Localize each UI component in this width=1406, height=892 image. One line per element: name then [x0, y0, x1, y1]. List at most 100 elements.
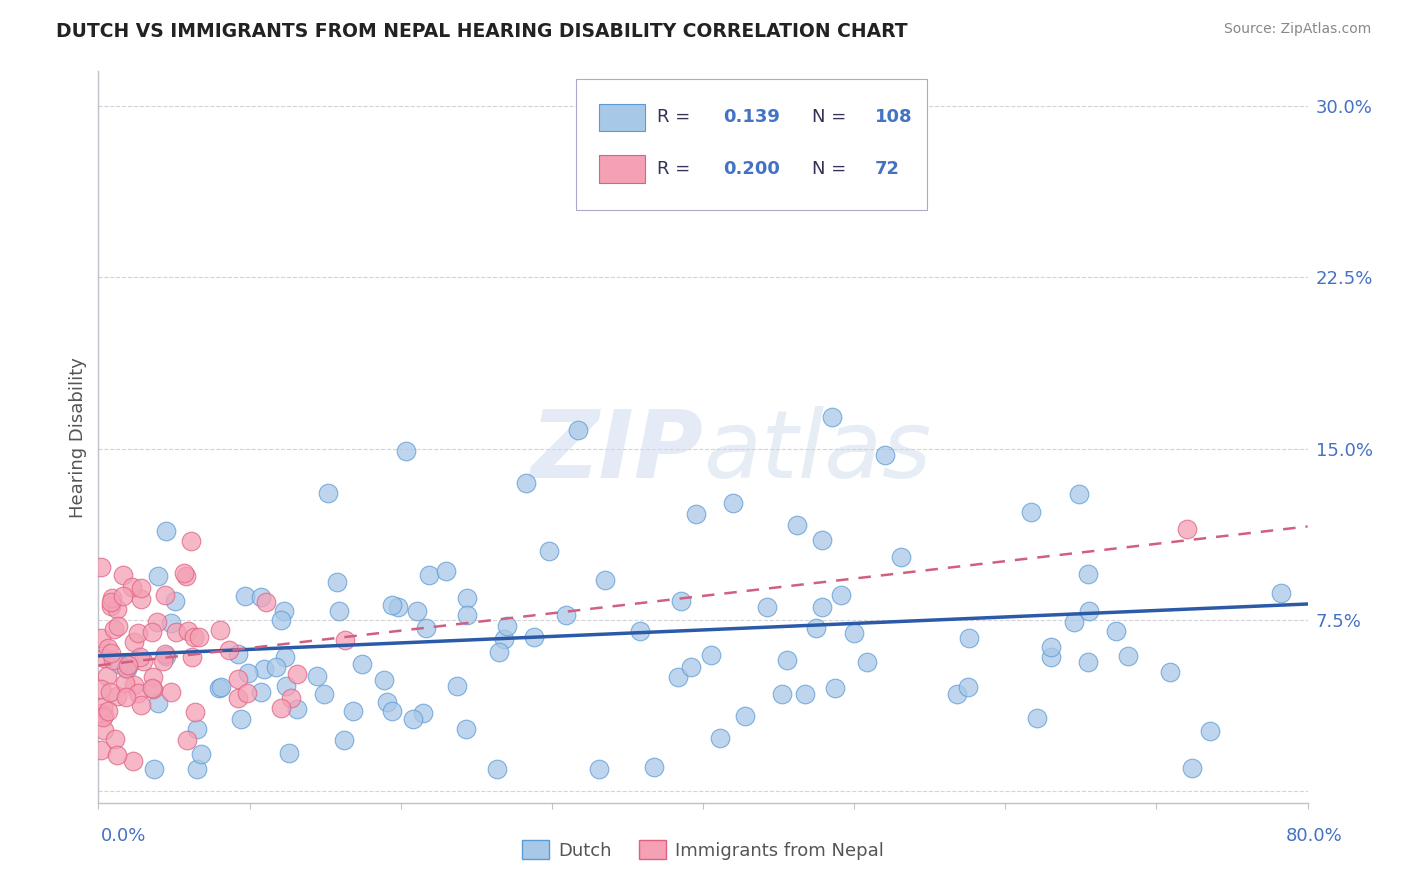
- Point: [335, 633, 357, 648]
- Point: [312, 688, 335, 702]
- Point: [454, 722, 477, 736]
- Point: [148, 696, 170, 710]
- Point: [418, 567, 440, 582]
- Point: [325, 575, 347, 590]
- Point: [153, 647, 176, 661]
- FancyBboxPatch shape: [599, 103, 645, 131]
- Point: [821, 410, 844, 425]
- Point: [679, 659, 702, 673]
- Point: [669, 593, 692, 607]
- Point: [332, 733, 354, 747]
- Point: [278, 746, 301, 760]
- Point: [96, 669, 118, 683]
- Point: [890, 550, 912, 565]
- Text: Source: ZipAtlas.com: Source: ZipAtlas.com: [1223, 22, 1371, 37]
- Point: [226, 648, 249, 662]
- Point: [91, 710, 114, 724]
- Point: [957, 681, 980, 695]
- Point: [188, 631, 211, 645]
- Point: [844, 626, 866, 640]
- Point: [402, 712, 425, 726]
- Point: [700, 648, 723, 662]
- Point: [148, 568, 170, 582]
- Point: [93, 651, 115, 665]
- Point: [249, 684, 271, 698]
- FancyBboxPatch shape: [576, 78, 927, 211]
- Point: [1175, 521, 1198, 535]
- Point: [120, 656, 142, 670]
- Point: [387, 599, 409, 614]
- Text: N =: N =: [811, 109, 846, 127]
- Point: [593, 573, 616, 587]
- Point: [945, 687, 967, 701]
- Point: [115, 690, 138, 705]
- Point: [415, 621, 437, 635]
- Point: [141, 625, 163, 640]
- Point: [236, 665, 259, 680]
- Point: [328, 604, 350, 618]
- Text: DUTCH VS IMMIGRANTS FROM NEPAL HEARING DISABILITY CORRELATION CHART: DUTCH VS IMMIGRANTS FROM NEPAL HEARING D…: [56, 22, 908, 41]
- Point: [280, 691, 302, 706]
- Point: [183, 630, 205, 644]
- Point: [93, 708, 115, 723]
- Text: 80.0%: 80.0%: [1286, 827, 1343, 845]
- Point: [97, 641, 120, 656]
- Point: [1039, 650, 1062, 665]
- Point: [873, 449, 896, 463]
- Point: [381, 599, 404, 613]
- Point: [254, 595, 277, 609]
- Point: [285, 667, 308, 681]
- Point: [1078, 604, 1101, 618]
- Point: [190, 747, 212, 761]
- Point: [90, 743, 112, 757]
- Point: [666, 670, 689, 684]
- Point: [1040, 640, 1063, 655]
- Point: [612, 149, 634, 163]
- Point: [114, 676, 136, 690]
- Point: [856, 655, 879, 669]
- Point: [127, 625, 149, 640]
- Point: [90, 681, 112, 696]
- Point: [91, 699, 114, 714]
- Point: [160, 684, 183, 698]
- Point: [117, 657, 139, 672]
- Point: [1105, 624, 1128, 639]
- Point: [567, 423, 589, 437]
- Point: [276, 679, 298, 693]
- Point: [218, 643, 240, 657]
- Text: atlas: atlas: [703, 406, 931, 497]
- Point: [90, 559, 112, 574]
- Text: R =: R =: [657, 160, 690, 178]
- Point: [112, 589, 135, 603]
- Point: [253, 662, 276, 676]
- Point: [124, 678, 146, 692]
- Point: [496, 619, 519, 633]
- Point: [274, 650, 297, 665]
- Point: [1077, 567, 1099, 582]
- Point: [105, 747, 128, 762]
- Point: [142, 669, 165, 683]
- Y-axis label: Hearing Disability: Hearing Disability: [69, 357, 87, 517]
- Point: [146, 615, 169, 629]
- Point: [108, 657, 131, 672]
- Point: [155, 524, 177, 538]
- Point: [412, 706, 434, 721]
- Point: [235, 686, 257, 700]
- Point: [121, 580, 143, 594]
- Point: [142, 762, 165, 776]
- Point: [97, 704, 120, 718]
- Point: [755, 599, 778, 614]
- Point: [776, 653, 799, 667]
- Point: [488, 645, 510, 659]
- Point: [129, 581, 152, 595]
- Point: [121, 754, 143, 768]
- Point: [342, 705, 364, 719]
- Point: [226, 691, 249, 706]
- Point: [155, 649, 177, 664]
- Point: [957, 631, 980, 645]
- Point: [456, 591, 478, 606]
- Point: [811, 600, 834, 615]
- Text: 0.0%: 0.0%: [101, 827, 146, 845]
- Point: [1025, 711, 1047, 725]
- Point: [160, 615, 183, 630]
